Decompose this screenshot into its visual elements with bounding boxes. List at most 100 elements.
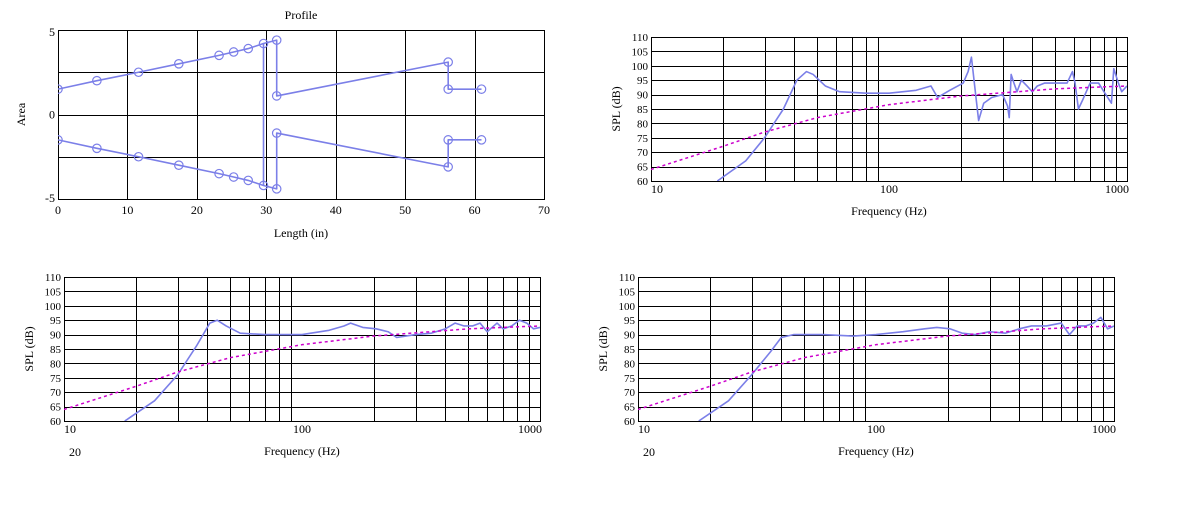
reference-curve [638,325,1114,411]
reference-curve [64,325,540,411]
y-tick-label: 90 [50,330,62,342]
x-tick-label: 50 [399,203,411,217]
y-tick-label: 80 [637,118,649,130]
x-tick-label: 60 [469,203,481,217]
y-tick-label: 75 [624,373,636,385]
y-tick-labels: 60 65 70 75 80 85 90 95 100 105 110 [619,272,636,428]
x-tick-labels: 10 100 1000 [64,422,542,436]
x-axis-label: Frequency (Hz) [264,444,340,458]
x-tick-labels: 0 10 20 30 40 50 60 70 [55,203,550,217]
y-tick-label: 0 [49,108,55,122]
data-point [476,84,487,94]
profile-line [58,39,482,97]
y-tick-label: 85 [50,344,62,356]
y-tick-label: 80 [624,358,636,370]
y-tick-label: 100 [619,301,636,313]
data-point [271,184,282,194]
data-point [214,50,224,61]
y-tick-label: 60 [637,176,649,188]
data-point [271,128,282,138]
y-tick-label: 60 [50,416,62,428]
spl-response-curve [716,56,1127,181]
y-axis-label: SPL (dB) [22,326,36,371]
data-point [174,160,184,170]
series-layer [58,35,487,194]
data-point [228,47,239,57]
y-tick-label: 105 [632,46,649,58]
y-tick-label: 5 [49,25,55,39]
x-axis-label: Length (in) [274,226,328,240]
spl-chart-bottom-left: 10 100 1000 60 65 70 75 80 85 90 95 100 105 110 Freque… [22,272,542,459]
x-tick-label: 0 [55,203,61,217]
data-point [476,135,487,145]
series-layer [638,316,1114,421]
y-tick-label: 110 [619,272,636,284]
x-tick-label: 10 [638,422,650,436]
y-tick-label: 95 [50,315,62,327]
spl-chart-bottom-right: 10 100 1000 60 65 70 75 80 85 90 95 100 105 110 Freque… [596,272,1116,459]
x-tick-label: 1000 [518,422,542,436]
y-tick-label: 110 [45,272,62,284]
y-tick-label: 65 [637,162,649,174]
y-tick-label: 100 [632,61,649,73]
x-tick-label: 100 [867,422,885,436]
data-point [214,168,224,179]
data-point [92,143,102,154]
y-tick-label: 105 [45,286,62,298]
x-tick-label: 1000 [1092,422,1116,436]
data-point [133,151,144,162]
plot-frame [64,277,541,422]
data-point [92,75,102,86]
y-tick-label: 70 [637,147,649,159]
x-axis-note: 20 [643,445,655,459]
x-axis-note: 20 [69,445,81,459]
plot-frame [638,277,1115,422]
x-tick-label: 100 [880,182,898,196]
data-point [443,135,453,145]
data-point [58,84,63,94]
data-point [243,43,254,54]
data-point [443,57,453,67]
x-tick-label: 40 [330,203,342,217]
y-tick-label: 65 [624,402,636,414]
profile-line [58,132,482,190]
reference-curve [651,85,1127,171]
plot-area [58,30,544,199]
y-tick-labels: 60 65 70 75 80 85 90 95 100 105 110 [632,32,649,188]
x-axis-label: Frequency (Hz) [838,444,914,458]
y-axis-label: SPL (dB) [596,326,610,371]
y-tick-label: 85 [624,344,636,356]
data-point [243,175,254,186]
data-point [58,135,63,145]
y-axis-label: Area [14,102,28,126]
data-point [133,67,144,78]
data-point [443,162,453,172]
y-axis-label: SPL (dB) [609,86,623,131]
y-tick-label: 75 [637,133,649,145]
series-layer [64,319,540,421]
data-point [228,172,239,182]
x-tick-label: 100 [293,422,311,436]
y-tick-labels: 60 65 70 75 80 85 90 95 100 105 110 [45,272,62,428]
data-point [271,35,282,45]
y-tick-label: 75 [50,373,62,385]
y-tick-label: 70 [624,387,636,399]
y-tick-label: 85 [637,104,649,116]
x-tick-label: 10 [651,182,663,196]
y-tick-label: 65 [50,402,62,414]
plot-frame [58,30,545,200]
data-point [174,58,184,69]
chart-title: Profile [285,8,318,22]
x-tick-labels: 10 100 1000 [638,422,1116,436]
x-tick-label: 10 [121,203,133,217]
y-tick-labels: -5 0 5 [45,25,55,205]
series-layer [651,56,1127,181]
y-tick-label: 60 [624,416,636,428]
y-tick-label: 95 [637,75,649,87]
x-tick-labels: 10 100 1000 [651,182,1129,196]
x-tick-label: 70 [538,203,550,217]
y-tick-label: 90 [624,330,636,342]
x-axis-label: Frequency (Hz) [851,204,927,218]
